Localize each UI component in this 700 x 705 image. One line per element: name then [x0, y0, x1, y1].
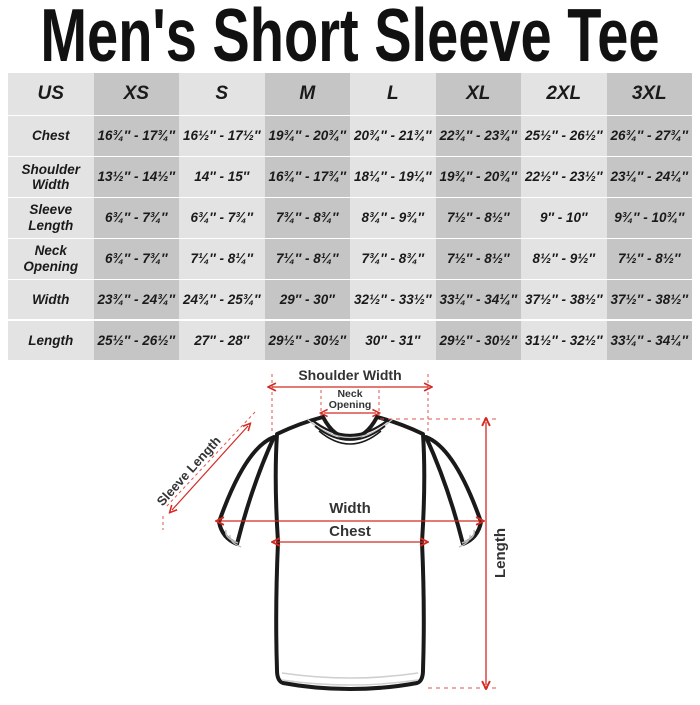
svg-text:Sleeve Length: Sleeve Length	[154, 433, 224, 509]
svg-text:Length: Length	[492, 528, 509, 578]
svg-text:Chest: Chest	[329, 523, 371, 540]
svg-text:Shoulder Width: Shoulder Width	[298, 370, 401, 383]
svg-text:Width: Width	[329, 500, 371, 517]
svg-text:Opening: Opening	[329, 399, 372, 411]
